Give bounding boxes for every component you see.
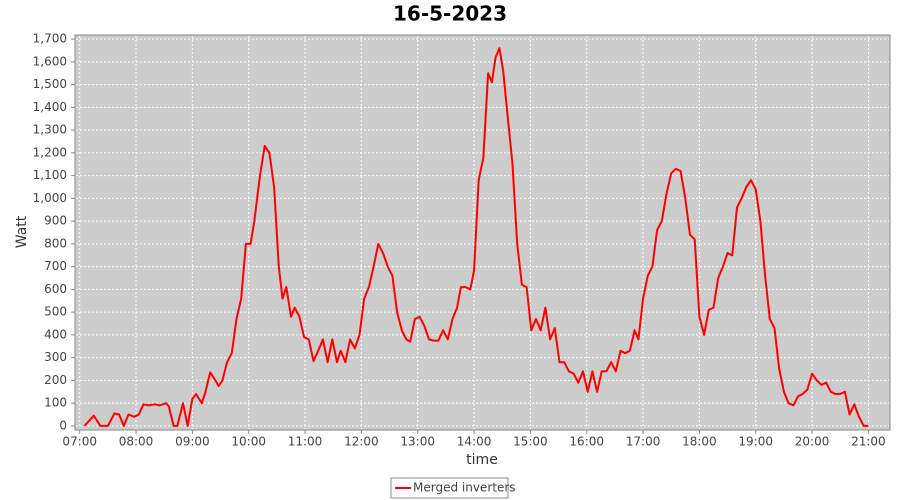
y-tick-label: 200: [44, 373, 67, 387]
x-tick-label: 18:00: [682, 435, 717, 449]
x-tick-label: 21:00: [851, 435, 886, 449]
series-line: [83, 47, 869, 427]
x-tick-label: 13:00: [400, 435, 435, 449]
x-tick-label: 11:00: [288, 435, 323, 449]
y-tick-label: 300: [44, 350, 67, 364]
y-tick-label: 100: [44, 396, 67, 410]
x-tick-label: 09:00: [175, 435, 210, 449]
legend-label: Merged inverters: [413, 481, 516, 495]
y-tick-label: 1,700: [33, 32, 67, 46]
y-tick-label: 1,500: [33, 77, 67, 91]
y-tick-label: 600: [44, 282, 67, 296]
x-tick-label: 12:00: [344, 435, 379, 449]
y-axis-label: Watt: [14, 215, 30, 248]
x-tick-label: 14:00: [457, 435, 492, 449]
x-tick-label: 10:00: [231, 435, 266, 449]
legend-box: [390, 477, 509, 499]
x-tick-label: 19:00: [738, 435, 773, 449]
plot-area: [74, 34, 891, 431]
y-tick-label: 1,300: [33, 123, 67, 137]
y-tick-label: 1,100: [33, 168, 67, 182]
y-tick-label: 800: [44, 236, 67, 250]
chart-title: 16-5-2023: [393, 2, 507, 26]
x-tick-label: 17:00: [626, 435, 661, 449]
y-tick-label: 900: [44, 214, 67, 228]
y-tick-label: 0: [59, 418, 67, 432]
y-tick-label: 1,000: [33, 191, 67, 205]
y-tick-label: 500: [44, 305, 67, 319]
y-tick-label: 1,400: [33, 100, 67, 114]
x-tick-label: 20:00: [795, 435, 830, 449]
y-tick-label: 1,200: [33, 145, 67, 159]
y-tick-label: 700: [44, 259, 67, 273]
x-tick-label: 07:00: [62, 435, 97, 449]
x-tick-label: 16:00: [569, 435, 604, 449]
y-tick-label: 400: [44, 327, 67, 341]
x-tick-label: 08:00: [119, 435, 154, 449]
x-tick-label: 15:00: [513, 435, 548, 449]
x-axis-label: time: [466, 452, 498, 468]
y-tick-label: 1,600: [33, 54, 67, 68]
legend: Merged inverters: [390, 477, 516, 499]
